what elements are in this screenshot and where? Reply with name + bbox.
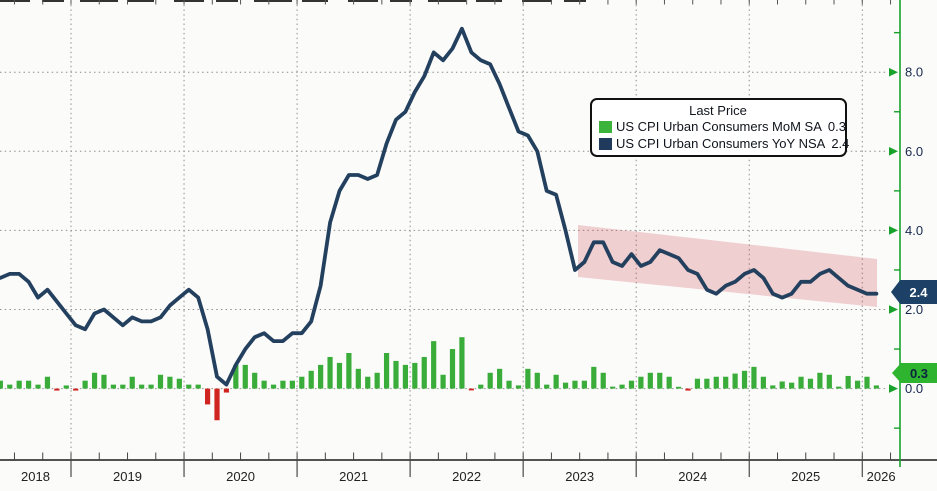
mom-series-value: 0.3 bbox=[827, 119, 846, 134]
mom-series-label: US CPI Urban Consumers MoM SA bbox=[616, 119, 822, 134]
svg-text:2021: 2021 bbox=[339, 469, 368, 484]
svg-text:2024: 2024 bbox=[678, 469, 707, 484]
yoy-series-value: 2.4 bbox=[831, 136, 850, 151]
svg-text:0.0: 0.0 bbox=[905, 381, 923, 396]
yoy-series-swatch bbox=[599, 137, 612, 150]
yoy-last-price-tag: 2.4 bbox=[891, 280, 937, 304]
svg-text:8.0: 8.0 bbox=[905, 65, 923, 80]
svg-text:2026: 2026 bbox=[867, 469, 896, 484]
svg-text:2023: 2023 bbox=[565, 469, 594, 484]
svg-text:2020: 2020 bbox=[226, 469, 255, 484]
svg-text:2019: 2019 bbox=[113, 469, 142, 484]
legend-row-mom: US CPI Urban Consumers MoM SA 0.3 bbox=[599, 118, 846, 135]
svg-text:6.0: 6.0 bbox=[905, 144, 923, 159]
legend[interactable]: Last Price US CPI Urban Consumers MoM SA… bbox=[590, 98, 849, 157]
svg-text:2018: 2018 bbox=[21, 469, 50, 484]
svg-text:2025: 2025 bbox=[791, 469, 820, 484]
svg-text:4.0: 4.0 bbox=[905, 223, 923, 238]
legend-title: Last Price bbox=[689, 103, 747, 118]
svg-text:2.0: 2.0 bbox=[905, 302, 923, 317]
yoy-series-label: US CPI Urban Consumers YoY NSA bbox=[616, 136, 826, 151]
mom-last-price-tag: 0.3 bbox=[892, 363, 937, 383]
legend-row-yoy: US CPI Urban Consumers YoY NSA 2.4 bbox=[599, 135, 849, 152]
mom-series-swatch bbox=[599, 120, 612, 133]
svg-text:2022: 2022 bbox=[452, 469, 481, 484]
